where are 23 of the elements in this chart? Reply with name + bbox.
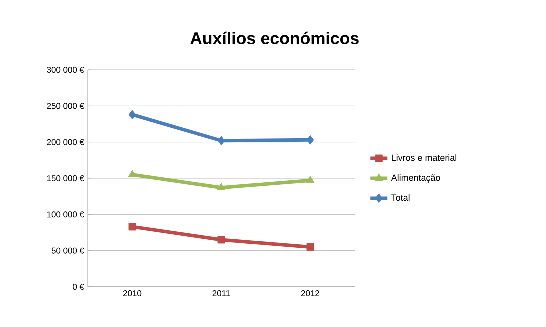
legend-label: Livros e material xyxy=(392,154,457,162)
point xyxy=(128,223,136,231)
x-tick-label: 2011 xyxy=(212,290,230,297)
y-tick-label: 250 000 € xyxy=(47,103,84,110)
legend-label: Total xyxy=(392,194,410,202)
point xyxy=(306,176,315,184)
x-tick-label: 2012 xyxy=(302,290,320,297)
point xyxy=(128,110,136,120)
point xyxy=(217,183,226,190)
chart-title: Auxílios económicos xyxy=(190,32,359,45)
x-tick-label: 2010 xyxy=(124,290,142,297)
y-tick-label: 150 000 € xyxy=(47,176,84,182)
point xyxy=(218,236,226,244)
point xyxy=(128,170,137,178)
y-tick-label: 50 000 € xyxy=(52,248,84,254)
point xyxy=(306,243,314,251)
y-tick-label: 100 000 € xyxy=(47,212,84,218)
y-tick-label: 300 000 € xyxy=(47,67,84,73)
y-tick-label: 200 000 € xyxy=(47,139,84,146)
y-tick-label: 0 € xyxy=(73,284,84,290)
legend-label: Alimentação xyxy=(391,174,440,183)
point xyxy=(218,136,226,146)
point xyxy=(306,135,314,145)
